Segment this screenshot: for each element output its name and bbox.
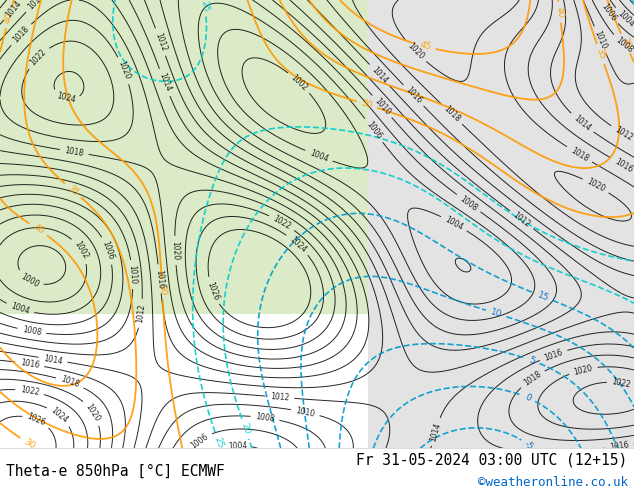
Text: 1020: 1020 (116, 60, 132, 81)
Text: 1022: 1022 (20, 385, 40, 397)
Text: 1016: 1016 (26, 0, 46, 12)
Text: 1012: 1012 (136, 303, 146, 323)
Text: 45: 45 (418, 41, 432, 52)
Text: 1006: 1006 (101, 240, 115, 261)
Text: 1010: 1010 (295, 406, 316, 418)
Text: 1014: 1014 (572, 113, 592, 133)
Text: 1004: 1004 (10, 301, 31, 316)
Text: 1018: 1018 (569, 146, 590, 163)
Text: 30: 30 (360, 98, 373, 111)
Text: 1018: 1018 (11, 24, 31, 45)
Text: 1018: 1018 (522, 369, 543, 388)
Text: 1022: 1022 (271, 214, 292, 231)
Text: 1010: 1010 (592, 29, 608, 50)
Text: 1004: 1004 (308, 148, 330, 164)
Text: Theta-e 850hPa [°C] ECMWF: Theta-e 850hPa [°C] ECMWF (6, 464, 225, 479)
Text: 30: 30 (157, 283, 167, 295)
Text: 1020: 1020 (170, 241, 180, 260)
Text: 1016: 1016 (609, 441, 630, 452)
Text: 1006: 1006 (189, 432, 210, 450)
Text: 1002: 1002 (72, 240, 90, 261)
Text: 1010: 1010 (372, 96, 392, 117)
Text: 1018: 1018 (442, 104, 462, 124)
Text: Fr 31-05-2024 03:00 UTC (12+15): Fr 31-05-2024 03:00 UTC (12+15) (356, 452, 628, 467)
Text: 1016: 1016 (613, 157, 634, 174)
Text: 1014: 1014 (157, 72, 172, 93)
Text: 1000: 1000 (19, 271, 41, 289)
Text: 35: 35 (594, 47, 607, 61)
Text: 1010: 1010 (127, 265, 138, 284)
Polygon shape (368, 0, 634, 448)
Text: 30: 30 (22, 437, 37, 451)
Text: 1004: 1004 (443, 215, 465, 232)
Text: 1012: 1012 (511, 210, 532, 229)
Text: 1012: 1012 (153, 31, 168, 52)
Text: 5: 5 (528, 355, 536, 366)
Text: 1002: 1002 (289, 73, 309, 92)
Text: 15: 15 (536, 290, 550, 303)
Text: 30: 30 (619, 36, 632, 50)
Text: 40: 40 (554, 6, 565, 18)
Text: 1014: 1014 (42, 354, 63, 366)
Text: 1016: 1016 (543, 347, 564, 363)
Text: 0: 0 (524, 392, 533, 403)
Text: 1008: 1008 (22, 325, 42, 338)
Text: 1014: 1014 (4, 0, 23, 19)
Text: -5: -5 (522, 439, 535, 452)
Text: 40: 40 (3, 11, 15, 24)
Text: 1012: 1012 (270, 392, 290, 402)
Text: 1004: 1004 (616, 9, 634, 28)
Text: 1016: 1016 (404, 85, 424, 105)
Text: 20: 20 (239, 422, 251, 436)
Text: 1006: 1006 (365, 120, 384, 141)
Text: 1008: 1008 (614, 35, 634, 54)
Text: 40: 40 (31, 222, 46, 236)
Text: 1022: 1022 (611, 377, 631, 390)
Text: 1016: 1016 (20, 358, 40, 370)
Text: 1020: 1020 (84, 402, 102, 423)
Text: 1026: 1026 (205, 280, 220, 301)
Text: 1024: 1024 (49, 406, 70, 425)
Text: 25: 25 (212, 436, 224, 449)
Text: 1006: 1006 (600, 1, 618, 23)
Text: 1014: 1014 (370, 65, 389, 85)
Text: 1012: 1012 (613, 125, 634, 143)
Text: 25: 25 (199, 0, 210, 12)
Text: 1016: 1016 (154, 269, 165, 289)
Text: 1024: 1024 (55, 92, 76, 105)
Text: 1024: 1024 (288, 235, 308, 254)
Text: 1022: 1022 (29, 48, 48, 68)
Text: ©weatheronline.co.uk: ©weatheronline.co.uk (477, 476, 628, 489)
Text: 1008: 1008 (255, 412, 275, 424)
Text: 1018: 1018 (60, 375, 81, 390)
Text: 1020: 1020 (406, 41, 425, 61)
Polygon shape (0, 0, 368, 314)
Text: 1026: 1026 (26, 412, 47, 428)
Text: 1018: 1018 (64, 146, 84, 158)
Text: 1004: 1004 (228, 441, 247, 451)
Text: 1020: 1020 (585, 177, 607, 194)
Text: 1014: 1014 (429, 421, 443, 442)
Text: 35: 35 (66, 183, 81, 197)
Text: 1008: 1008 (458, 194, 479, 213)
Text: 10: 10 (489, 307, 503, 319)
Text: 1020: 1020 (573, 363, 593, 376)
